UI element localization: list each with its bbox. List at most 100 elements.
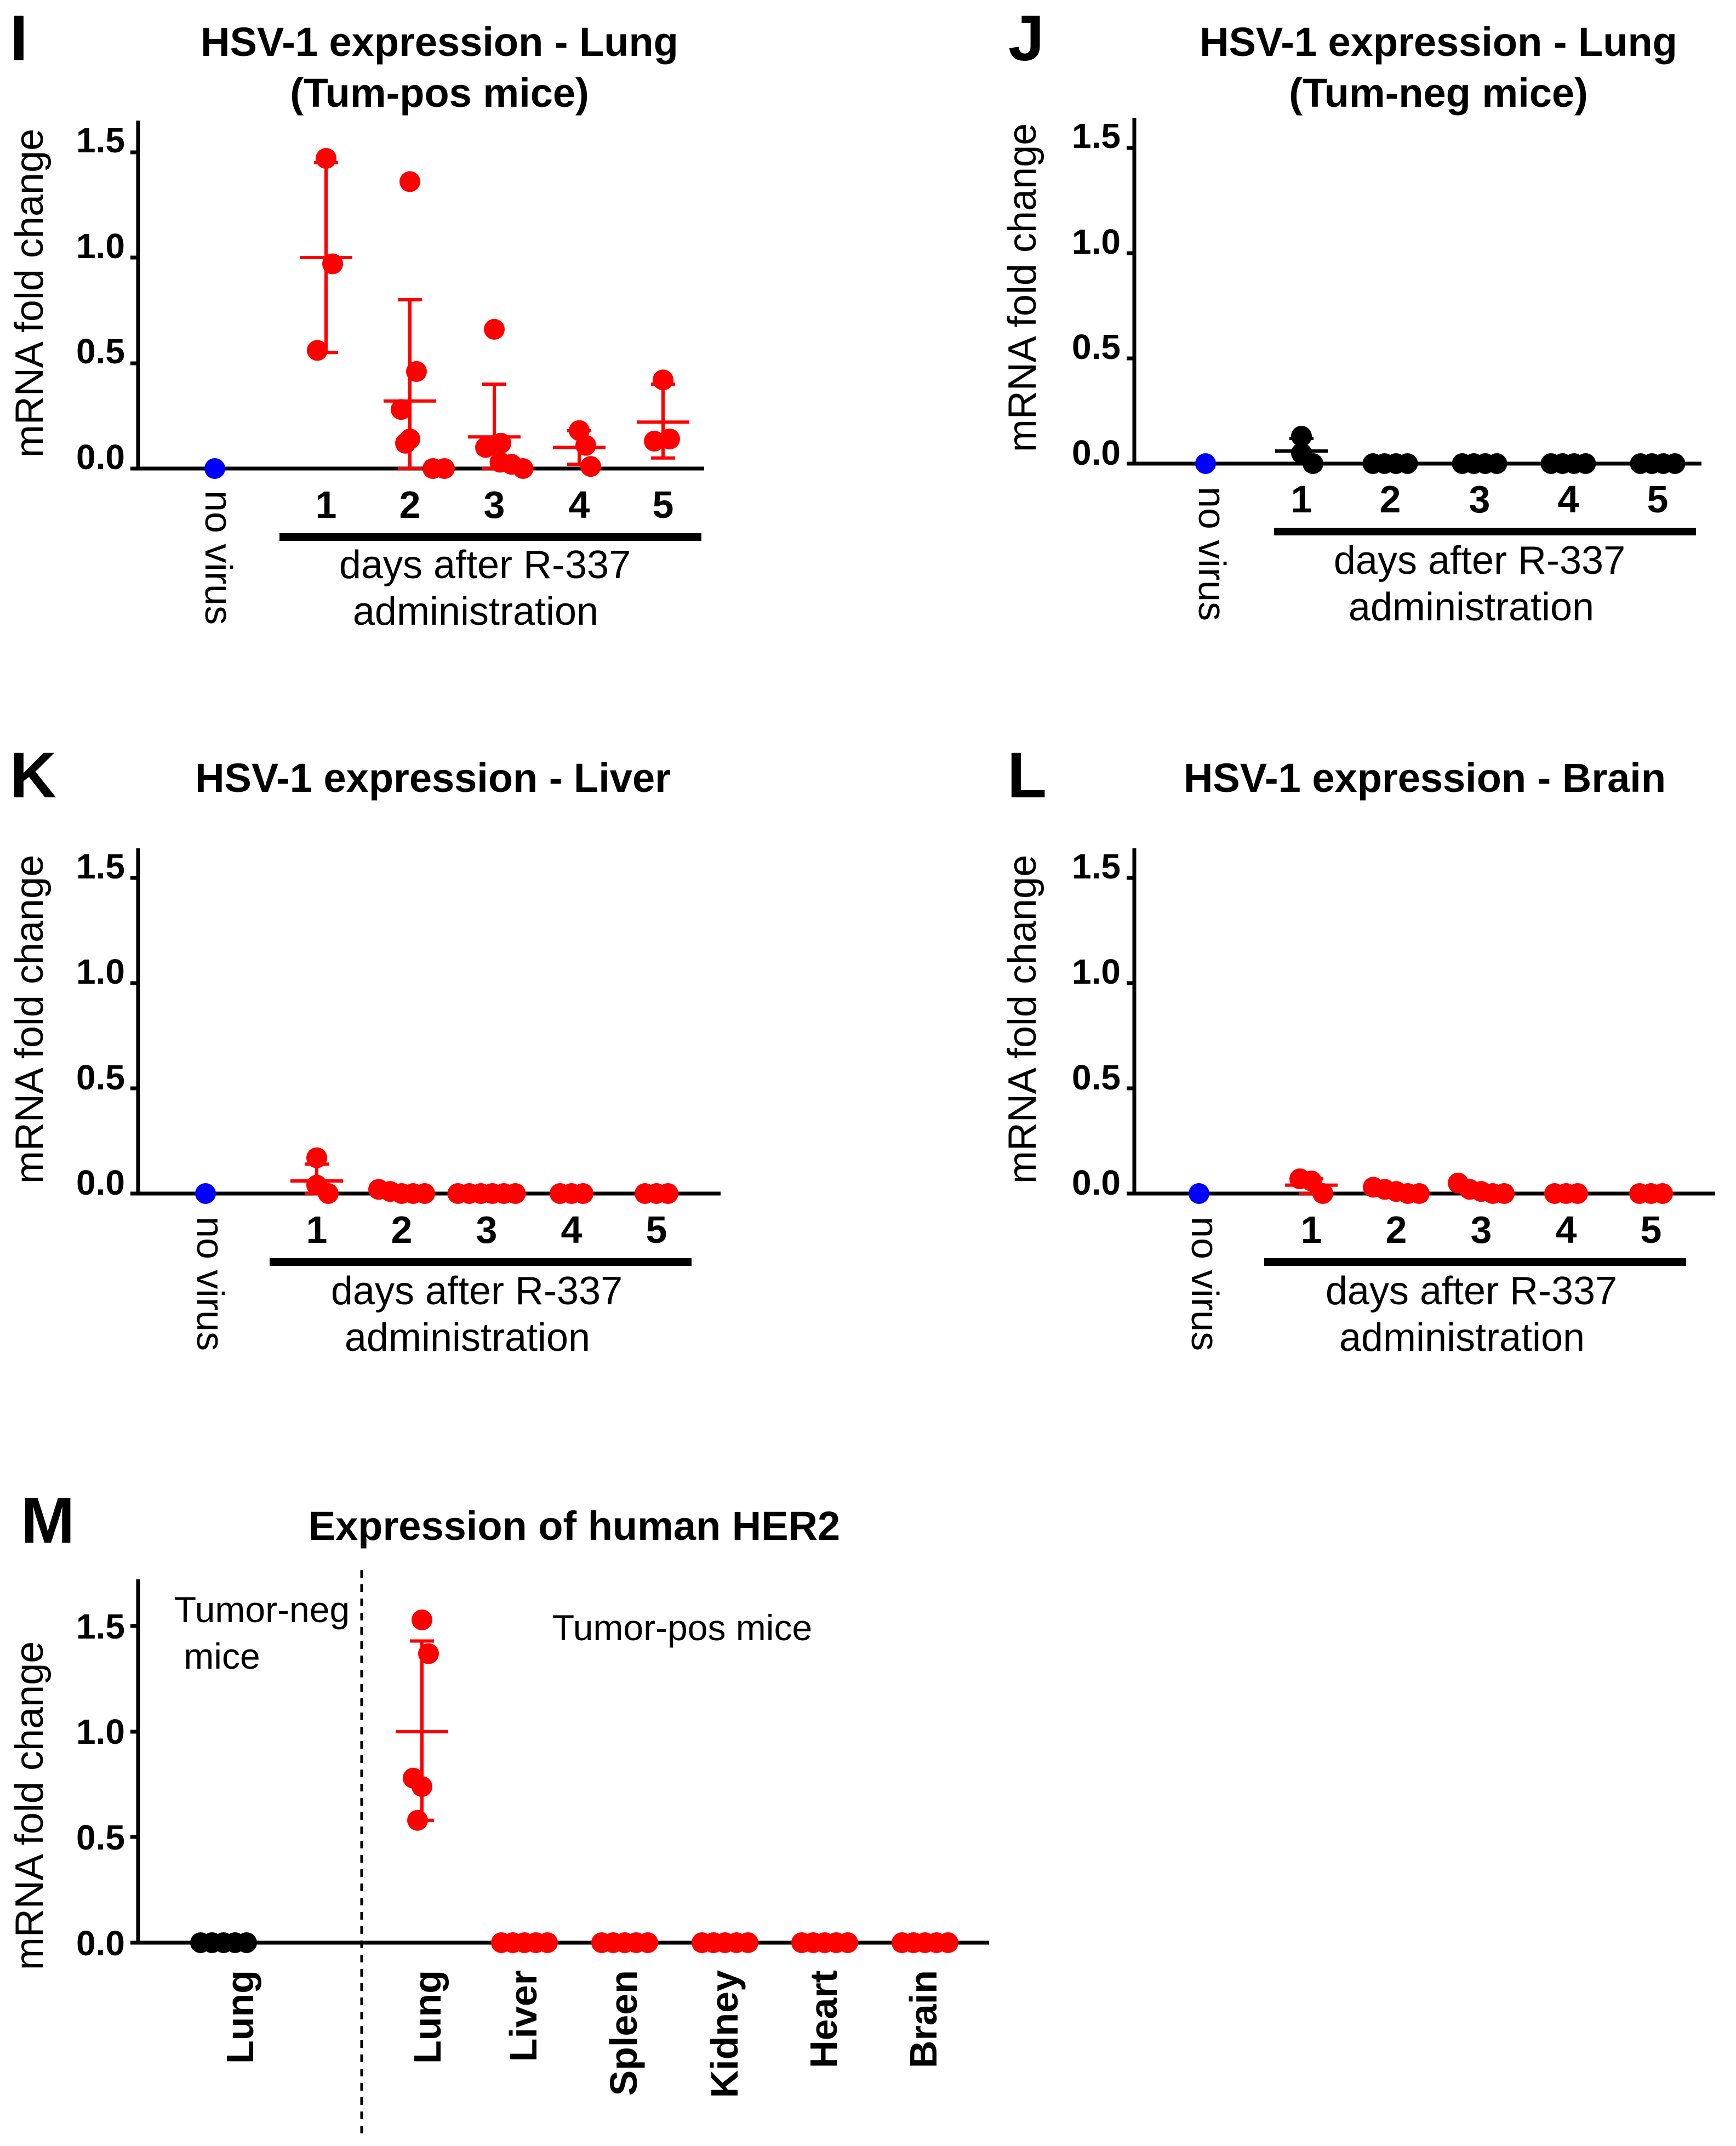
x-category-label: 5 [653, 483, 674, 526]
data-point [837, 1932, 858, 1953]
chart-title: HSV-1 expression - Lung [201, 19, 678, 65]
x-category-label: Brain [902, 1970, 945, 2068]
data-point [1486, 453, 1507, 474]
x-category-label: 2 [1386, 1208, 1407, 1251]
annotation-tumor-neg: Tumor-neg [174, 1589, 350, 1630]
data-point [659, 429, 680, 450]
data-point [1567, 1183, 1588, 1204]
y-tick-label: 1.0 [76, 952, 125, 991]
x-category-label: Lung [219, 1970, 261, 2064]
y-tick-label: 0.5 [76, 1058, 125, 1097]
control-point [1189, 1183, 1209, 1204]
control-point [204, 458, 225, 479]
chart-title: HSV-1 expression - Lung [1200, 19, 1677, 65]
panel-k: K HSV-1 expression - Liver mRNA fold cha… [8, 739, 721, 1360]
axes [1132, 118, 1701, 466]
data-point [414, 1183, 435, 1204]
y-tick-label: 1.5 [76, 1607, 125, 1646]
x-axis-label-2: administration [353, 590, 598, 633]
data-marks [190, 1609, 958, 1953]
y-tick-label: 0.0 [76, 1924, 125, 1963]
y-tick-labels: 1.5 1.0 0.5 0.0 [76, 1607, 125, 1963]
control-point [195, 1183, 216, 1204]
data-point [1409, 1183, 1430, 1204]
y-axis-label: mRNA fold change [1001, 855, 1044, 1184]
data-marks [1189, 1168, 1673, 1204]
x-axis-label-2: administration [1349, 585, 1594, 629]
y-tick-labels: 1.5 1.0 0.5 0.0 [1072, 847, 1121, 1202]
x-category-label: 4 [561, 1208, 583, 1251]
data-marks [204, 148, 689, 479]
data-point [418, 1643, 439, 1664]
panel-letter-m: M [21, 1485, 75, 1557]
y-axis-label: mRNA fold change [1001, 123, 1044, 452]
x-category-label: Kidney [703, 1970, 746, 2098]
control-label: no virus [189, 1217, 232, 1351]
data-point [306, 1147, 327, 1168]
data-point [434, 458, 455, 479]
y-tick-label: 0.5 [1072, 327, 1121, 367]
y-axis-label: mRNA fold change [8, 129, 52, 458]
control-label: no virus [1184, 1217, 1226, 1351]
x-category-label: Heart [802, 1970, 845, 2068]
data-point [1652, 1183, 1673, 1204]
y-tick-labels: 1.5 1.0 0.5 0.0 [76, 121, 125, 477]
annotation-tumor-neg-2: mice [184, 1636, 260, 1676]
y-tick-label: 1.5 [76, 847, 125, 886]
x-axis-label-2: administration [1339, 1316, 1585, 1360]
annotation-tumor-pos: Tumor-pos mice [552, 1607, 812, 1648]
y-tick-label: 0.0 [76, 437, 125, 477]
y-tick-label: 0.0 [76, 1163, 125, 1202]
data-point [475, 437, 496, 458]
x-category-labels: Lung Lung Liver Spleen Kidney Heart Brai… [219, 1970, 945, 2098]
data-point [395, 432, 416, 454]
x-axis-label: days after R-337 [1334, 539, 1625, 583]
y-tick-label: 0.5 [76, 1818, 125, 1857]
y-axis-label: mRNA fold change [8, 1641, 52, 1970]
chart-title: HSV-1 expression - Brain [1184, 755, 1666, 801]
data-point [391, 399, 412, 420]
x-category-label: 4 [1556, 1208, 1577, 1251]
panel-i: I HSV-1 expression - Lung (Tum-pos mice)… [8, 2, 704, 633]
y-tick-label: 1.5 [1072, 116, 1121, 156]
data-point [407, 1810, 428, 1831]
panel-l: L HSV-1 expression - Brain mRNA fold cha… [1001, 739, 1715, 1360]
data-point [318, 1183, 339, 1204]
data-point [236, 1932, 257, 1953]
x-category-label: 5 [1647, 478, 1669, 521]
panel-m: M Expression of human HER2 mRNA fold cha… [8, 1485, 989, 2140]
data-point [580, 456, 601, 477]
x-axis-label: days after R-337 [1326, 1269, 1617, 1313]
data-point [575, 435, 596, 456]
y-tick-label: 1.5 [76, 121, 125, 160]
y-tick-label: 0.5 [76, 332, 125, 371]
data-point [644, 430, 665, 452]
data-marks [1195, 426, 1686, 474]
x-category-label: 3 [484, 483, 505, 526]
x-category-label: 4 [569, 483, 590, 526]
data-point [1303, 453, 1323, 474]
x-category-label: 5 [1641, 1208, 1662, 1251]
y-tick-labels: 1.5 1.0 0.5 0.0 [1072, 116, 1121, 472]
data-point [1291, 426, 1312, 447]
y-tick-label: 1.0 [1072, 952, 1121, 991]
x-category-label: 3 [476, 1208, 498, 1251]
x-category-label: 1 [1291, 478, 1312, 521]
data-point [505, 1183, 526, 1204]
axes [136, 848, 721, 1196]
data-point [658, 1183, 678, 1204]
data-point [1664, 453, 1686, 474]
x-category-label: Liver [502, 1970, 545, 2062]
x-category-label: 4 [1558, 478, 1579, 521]
data-point [406, 361, 427, 382]
data-point [1312, 1183, 1333, 1204]
data-marks [195, 1147, 678, 1204]
x-axis-label: days after R-337 [331, 1269, 623, 1313]
y-axis-label: mRNA fold change [8, 855, 52, 1184]
control-point [1195, 453, 1216, 474]
x-category-label: 2 [391, 1208, 413, 1251]
data-point [1494, 1183, 1515, 1204]
x-category-label: 1 [316, 483, 337, 526]
control-label: no virus [197, 490, 240, 625]
